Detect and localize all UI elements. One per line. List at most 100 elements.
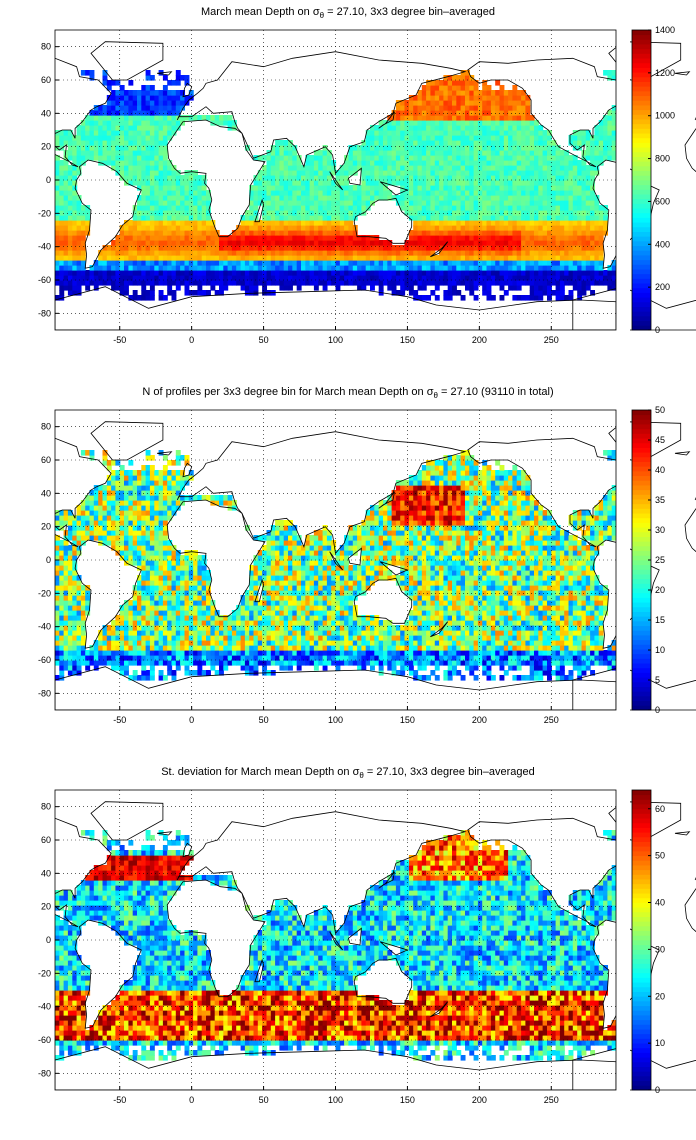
data-bin <box>538 195 544 201</box>
data-bin <box>439 190 445 196</box>
data-bin <box>482 235 488 241</box>
colorbar-step <box>632 165 651 172</box>
data-bin <box>408 255 414 261</box>
data-bin <box>180 230 186 236</box>
data-bin <box>141 200 147 206</box>
data-bin <box>434 200 440 206</box>
data-bin <box>590 660 596 666</box>
data-bin <box>378 285 384 291</box>
data-bin <box>473 110 479 116</box>
data-bin <box>167 250 173 256</box>
data-bin <box>529 275 535 281</box>
data-bin <box>521 190 527 196</box>
data-bin <box>158 645 164 651</box>
data-bin <box>590 240 596 246</box>
data-bin <box>559 655 565 661</box>
data-bin <box>508 280 514 286</box>
data-bin <box>516 235 522 241</box>
data-bin <box>477 280 483 286</box>
data-bin <box>456 265 462 271</box>
data-bin <box>214 260 220 266</box>
data-bin <box>391 170 397 176</box>
data-bin <box>417 220 423 226</box>
data-bin <box>322 275 328 281</box>
data-bin <box>529 295 535 301</box>
data-bin <box>564 650 570 656</box>
data-bin <box>525 295 531 301</box>
data-bin <box>292 145 298 151</box>
data-bin <box>180 100 186 106</box>
data-bin <box>275 180 281 186</box>
data-bin <box>167 635 173 641</box>
data-bin <box>555 235 561 241</box>
data-bin <box>158 160 164 166</box>
data-bin <box>326 165 332 171</box>
data-bin <box>581 185 587 191</box>
data-bin <box>193 270 199 276</box>
data-bin <box>452 155 457 161</box>
data-bin <box>486 235 492 241</box>
data-bin <box>512 675 518 681</box>
data-bin <box>456 105 462 111</box>
data-bin <box>301 190 306 196</box>
data-bin <box>404 245 410 251</box>
data-bin <box>495 200 501 206</box>
data-bin <box>594 215 600 221</box>
data-bin <box>162 175 168 181</box>
data-bin <box>525 115 531 121</box>
data-bin <box>115 645 121 651</box>
data-bin <box>477 210 483 216</box>
data-bin <box>275 265 281 271</box>
data-bin <box>162 105 168 111</box>
data-bin <box>611 135 617 141</box>
data-bin <box>439 80 445 86</box>
data-bin <box>335 655 341 661</box>
data-bin <box>383 265 388 271</box>
data-bin <box>357 280 363 286</box>
data-bin <box>89 650 95 656</box>
data-bin <box>564 185 570 191</box>
data-bin <box>59 165 65 171</box>
data-bin <box>223 275 229 281</box>
data-bin <box>516 660 522 666</box>
data-bin <box>568 180 574 186</box>
data-bin <box>167 645 173 651</box>
data-bin <box>348 205 354 211</box>
data-bin <box>499 185 505 191</box>
colorbar-tick-label: 200 <box>655 282 670 292</box>
data-bin <box>128 655 134 661</box>
data-bin <box>370 155 375 161</box>
data-bin <box>318 175 324 181</box>
data-bin <box>426 240 432 246</box>
data-bin <box>292 185 298 191</box>
data-bin <box>559 180 565 186</box>
data-bin <box>283 150 289 156</box>
data-bin <box>292 200 298 206</box>
data-bin <box>119 655 125 661</box>
data-bin <box>521 100 527 106</box>
data-bin <box>167 110 173 116</box>
data-bin <box>555 265 561 271</box>
data-bin <box>145 650 151 656</box>
data-bin <box>413 135 419 141</box>
data-bin <box>154 260 160 266</box>
data-bin <box>253 210 259 216</box>
data-bin <box>322 660 328 666</box>
data-bin <box>279 165 285 171</box>
data-bin <box>158 210 164 216</box>
colorbar-step <box>632 198 651 204</box>
data-bin <box>452 85 457 91</box>
data-bin <box>106 255 112 261</box>
data-bin <box>158 145 164 151</box>
data-bin <box>525 195 531 201</box>
data-bin <box>124 635 129 641</box>
data-bin <box>460 105 466 111</box>
data-bin <box>67 190 73 196</box>
data-bin <box>547 130 552 136</box>
data-bin <box>132 135 138 141</box>
data-bin <box>456 145 462 151</box>
data-bin <box>460 265 466 271</box>
data-bin <box>296 225 302 231</box>
data-bin <box>503 205 509 211</box>
data-bin <box>201 280 207 286</box>
